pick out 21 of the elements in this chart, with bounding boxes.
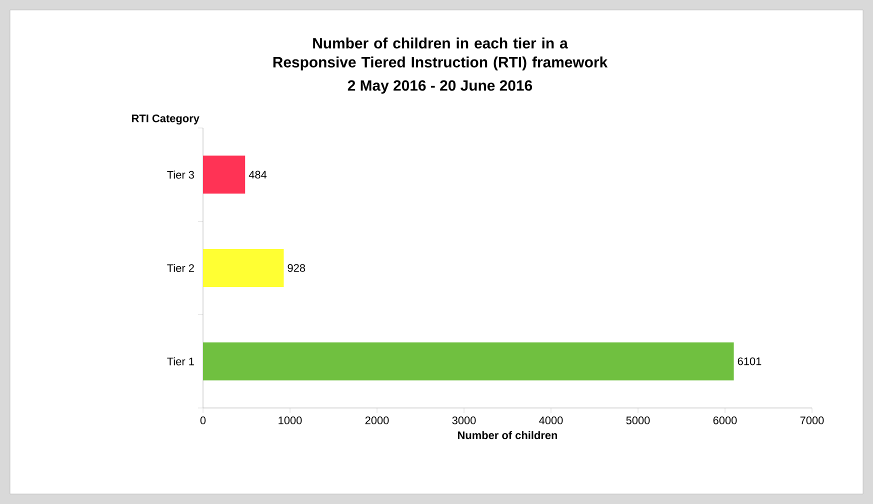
x-tick-label: 3000 <box>452 416 476 424</box>
x-tick-label: 0 <box>200 416 206 424</box>
data-label: 928 <box>288 264 306 272</box>
x-tick-label: 1000 <box>278 416 302 424</box>
bar <box>203 248 284 287</box>
y-tick-label: Tier 1 <box>167 357 194 366</box>
bar <box>203 342 734 380</box>
data-label: 484 <box>248 170 267 179</box>
x-axis-title: Number of children <box>458 431 558 440</box>
x-tick-label: 5000 <box>626 416 650 424</box>
chart-subtitle: 2 May 2016 - 20 June 2016 <box>348 80 532 94</box>
x-tick-label: 4000 <box>539 416 563 424</box>
y-axis-title: RTI Category <box>132 114 200 124</box>
x-tick-label: 2000 <box>365 416 389 424</box>
x-tick-label: 7000 <box>800 416 824 424</box>
y-tick-label: Tier 2 <box>167 264 194 272</box>
x-tick-label: 6000 <box>713 416 737 424</box>
y-tick-label: Tier 3 <box>167 170 194 179</box>
data-label: 6101 <box>738 357 762 366</box>
bar <box>203 156 246 194</box>
chart-title: Number of children in each tier in a Responsive Tiered Instruction (RTI) framework <box>273 38 608 70</box>
